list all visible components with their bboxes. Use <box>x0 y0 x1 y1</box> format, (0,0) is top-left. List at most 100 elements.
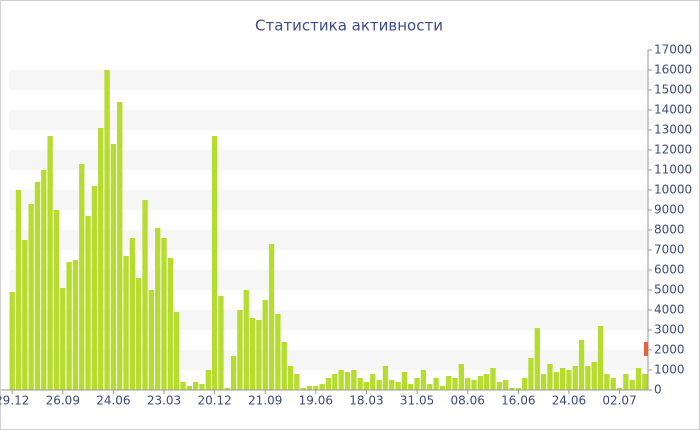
bar <box>401 372 408 390</box>
bar <box>199 384 205 390</box>
bar <box>243 290 249 390</box>
x-tick-label: 16.06 <box>501 394 535 408</box>
x-tick-label: 19.06 <box>299 394 333 408</box>
bar <box>161 238 167 390</box>
y-tick-label: 12000 <box>654 143 692 157</box>
bar <box>110 144 117 390</box>
bar <box>319 384 325 390</box>
bar <box>477 376 483 390</box>
y-tick-label: 8000 <box>654 223 685 237</box>
bar <box>534 328 540 390</box>
y-tick-label: 13000 <box>654 123 692 137</box>
bar <box>389 380 395 390</box>
range-marker <box>644 342 648 356</box>
bar <box>597 326 604 390</box>
bar <box>294 374 300 390</box>
bar <box>420 370 427 390</box>
bar <box>553 372 559 390</box>
bar <box>9 292 15 390</box>
grid-band <box>9 190 648 210</box>
bar <box>41 170 47 390</box>
y-tick-label: 11000 <box>654 163 692 177</box>
bar <box>363 382 370 390</box>
grid-band <box>9 150 648 170</box>
bar <box>192 382 199 390</box>
bar <box>414 378 420 390</box>
bar <box>433 378 439 390</box>
bar <box>578 340 585 390</box>
bar <box>635 368 642 390</box>
bar <box>458 364 465 390</box>
bar <box>136 278 142 390</box>
bar <box>585 366 591 390</box>
bar <box>490 368 496 390</box>
y-tick-label: 15000 <box>654 83 692 97</box>
grid-band <box>9 230 648 250</box>
bar <box>528 358 534 390</box>
bar <box>376 380 382 390</box>
grid-band <box>9 110 648 130</box>
bar <box>338 370 344 390</box>
bar <box>395 382 401 390</box>
bar <box>502 380 509 390</box>
bar <box>167 258 173 390</box>
bar <box>22 240 28 390</box>
y-tick-label: 17000 <box>654 43 692 57</box>
bar <box>230 356 237 390</box>
bar <box>439 386 446 390</box>
bar <box>547 364 553 390</box>
x-tick-label: 24.06 <box>552 394 586 408</box>
x-tick-label: 02.07 <box>602 394 636 408</box>
bar <box>313 386 319 390</box>
bar <box>142 200 148 390</box>
y-tick-label: 9000 <box>654 203 685 217</box>
bar <box>53 210 60 390</box>
bar <box>205 370 211 390</box>
bar <box>15 190 22 390</box>
bar <box>332 374 338 390</box>
x-tick-label: 29.12 <box>0 394 29 408</box>
bar <box>351 370 357 390</box>
bar <box>465 378 471 390</box>
bar <box>325 378 332 390</box>
grid-band <box>9 70 648 90</box>
bar <box>47 136 53 390</box>
x-tick-label: 08.06 <box>451 394 485 408</box>
bar <box>104 70 110 390</box>
y-tick-label: 0 <box>654 383 662 397</box>
bar <box>572 366 578 390</box>
bar <box>85 216 91 390</box>
y-tick-label: 6000 <box>654 263 685 277</box>
bar <box>186 386 192 390</box>
bar <box>370 374 376 390</box>
bar <box>559 368 566 390</box>
bar <box>642 374 648 390</box>
bar <box>224 388 230 390</box>
x-tick-label: 20.12 <box>197 394 231 408</box>
bar <box>287 366 294 390</box>
bar <box>357 378 363 390</box>
bar <box>521 378 528 390</box>
bar <box>98 128 104 390</box>
bar <box>174 312 180 390</box>
y-tick-label: 14000 <box>654 103 692 117</box>
bar <box>249 318 256 390</box>
bar <box>344 372 351 390</box>
bar <box>484 374 490 390</box>
bar <box>91 186 98 390</box>
bar <box>218 296 224 390</box>
bar <box>123 256 129 390</box>
bar <box>211 136 218 390</box>
y-tick-label: 4000 <box>654 303 685 317</box>
bar <box>268 244 275 390</box>
bar <box>79 164 85 390</box>
bar <box>515 388 521 390</box>
bar <box>604 374 610 390</box>
bar <box>300 388 306 390</box>
bar <box>306 386 313 390</box>
bar <box>180 382 186 390</box>
bar <box>496 382 502 390</box>
y-tick-label: 5000 <box>654 283 685 297</box>
bar <box>623 374 629 390</box>
